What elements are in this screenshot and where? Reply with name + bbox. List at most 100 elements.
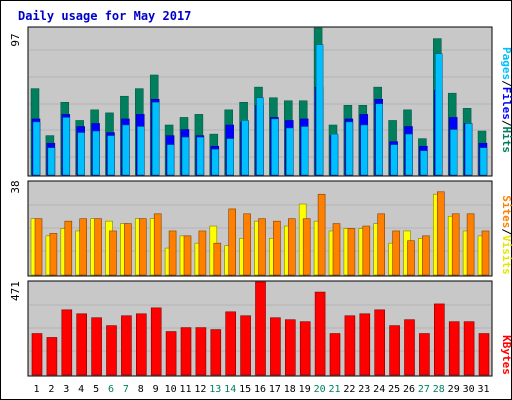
kbytes-bar — [359, 313, 371, 376]
sites-bar — [407, 240, 415, 276]
pages-bar — [330, 133, 339, 176]
kbytes-bar — [404, 319, 415, 376]
x-axis-day-label: 4 — [78, 384, 84, 395]
x-axis-day-label: 8 — [138, 384, 144, 395]
kbytes-bar — [225, 311, 236, 376]
legend-pages: Pages — [500, 47, 512, 80]
x-axis-day-label: 30 — [463, 384, 475, 395]
kbytes-bar — [463, 321, 475, 376]
kbytes-bar — [121, 315, 132, 376]
pages-bar — [300, 126, 309, 176]
kbytes-bar — [46, 337, 58, 376]
legend-separator: / — [500, 228, 512, 235]
pages-bar — [47, 147, 56, 176]
x-axis-day-label: 14 — [224, 384, 236, 395]
pages-bar — [271, 118, 279, 176]
x-axis-day-label: 25 — [388, 384, 400, 395]
sites-bar — [64, 220, 73, 276]
kbytes-bar — [195, 327, 207, 376]
x-axis-day-label: 9 — [153, 384, 159, 395]
sites-bar — [287, 218, 296, 276]
sites-bar — [153, 213, 162, 276]
kbytes-bar — [61, 309, 73, 376]
kbytes-bar — [478, 333, 490, 376]
pages-bar — [360, 124, 369, 176]
legend-files: Files — [500, 87, 512, 120]
pages-bar — [107, 135, 115, 176]
kbytes-bar — [180, 327, 192, 376]
sites-bar — [258, 218, 266, 276]
sites-bar — [481, 230, 490, 276]
kbytes-bar — [255, 281, 266, 376]
sites-bar — [466, 213, 475, 276]
pages-bar — [92, 130, 100, 176]
sites-bar — [243, 213, 251, 276]
legend-hits: Hits — [500, 127, 512, 154]
x-axis-day-label: 17 — [269, 384, 281, 395]
sites-bar — [377, 213, 386, 276]
pages-bar — [211, 148, 220, 176]
visits-panel-legend: Sites/Visits — [500, 195, 512, 275]
sites-bar — [451, 213, 460, 276]
sites-bar — [198, 230, 207, 276]
x-axis-day-label: 13 — [209, 384, 221, 395]
sites-bar — [49, 233, 58, 276]
sites-bar — [347, 228, 356, 276]
x-axis-day-label: 18 — [284, 384, 296, 395]
sites-bar — [273, 220, 281, 276]
sites-bar — [332, 223, 341, 276]
kbytes-panel-legend: KBytes — [500, 335, 512, 375]
chart-title: Daily usage for May 2017 — [18, 9, 191, 23]
kbytes-bar — [210, 329, 222, 376]
x-axis-day-label: 15 — [239, 384, 251, 395]
pages-bar — [286, 127, 294, 176]
sites-bar — [79, 218, 87, 276]
kbytes-bar — [284, 319, 296, 376]
pages-bar — [390, 144, 398, 176]
pages-bar — [464, 123, 473, 176]
sites-bar — [436, 191, 445, 276]
kbytes-bar — [150, 307, 162, 376]
pages-bar — [435, 53, 443, 176]
kbytes-bar — [31, 333, 43, 376]
kbytes-bar — [299, 321, 311, 376]
legend-visits: Visits — [500, 235, 512, 275]
x-axis-day-label: 11 — [179, 384, 191, 395]
kbytes-bar — [270, 317, 281, 376]
kbytes-bar — [329, 333, 341, 376]
pages-bar — [226, 138, 234, 176]
pages-bar — [137, 126, 145, 176]
kbytes-bar — [433, 303, 445, 376]
kbytes-bar — [419, 333, 430, 376]
x-axis-day-label: 31 — [477, 384, 489, 395]
visits-panel-ymax-label: 38 — [9, 180, 22, 193]
kbytes-panel-ymax-label: 471 — [9, 281, 22, 301]
sites-bar — [183, 235, 192, 276]
x-axis-day-label: 23 — [358, 384, 370, 395]
kbytes-bar — [314, 291, 326, 376]
pages-bar — [32, 121, 41, 176]
kbytes-bar — [136, 313, 147, 376]
hits-panel-ymax-label: 97 — [9, 33, 22, 46]
pages-bar — [315, 44, 324, 176]
legend-kbytes: KBytes — [500, 335, 512, 375]
legend-separator: / — [500, 80, 512, 87]
kbytes-bar — [448, 321, 460, 376]
legend-separator: / — [500, 120, 512, 127]
sites-bar — [168, 230, 177, 276]
sites-bar — [362, 225, 371, 276]
sites-bar — [124, 223, 132, 276]
pages-bar — [375, 103, 383, 176]
pages-bar — [122, 124, 130, 176]
x-axis-day-label: 22 — [343, 384, 355, 395]
x-axis-day-label: 20 — [314, 384, 326, 395]
kbytes-bar — [76, 313, 87, 376]
x-axis-day-label: 12 — [194, 384, 206, 395]
kbytes-bar — [165, 331, 177, 376]
pages-bar — [181, 136, 190, 176]
sites-bar — [94, 218, 102, 276]
hits-panel-legend: Pages/Files/Hits — [500, 47, 512, 153]
legend-sites: Sites — [500, 195, 512, 228]
sites-bar — [34, 218, 43, 276]
